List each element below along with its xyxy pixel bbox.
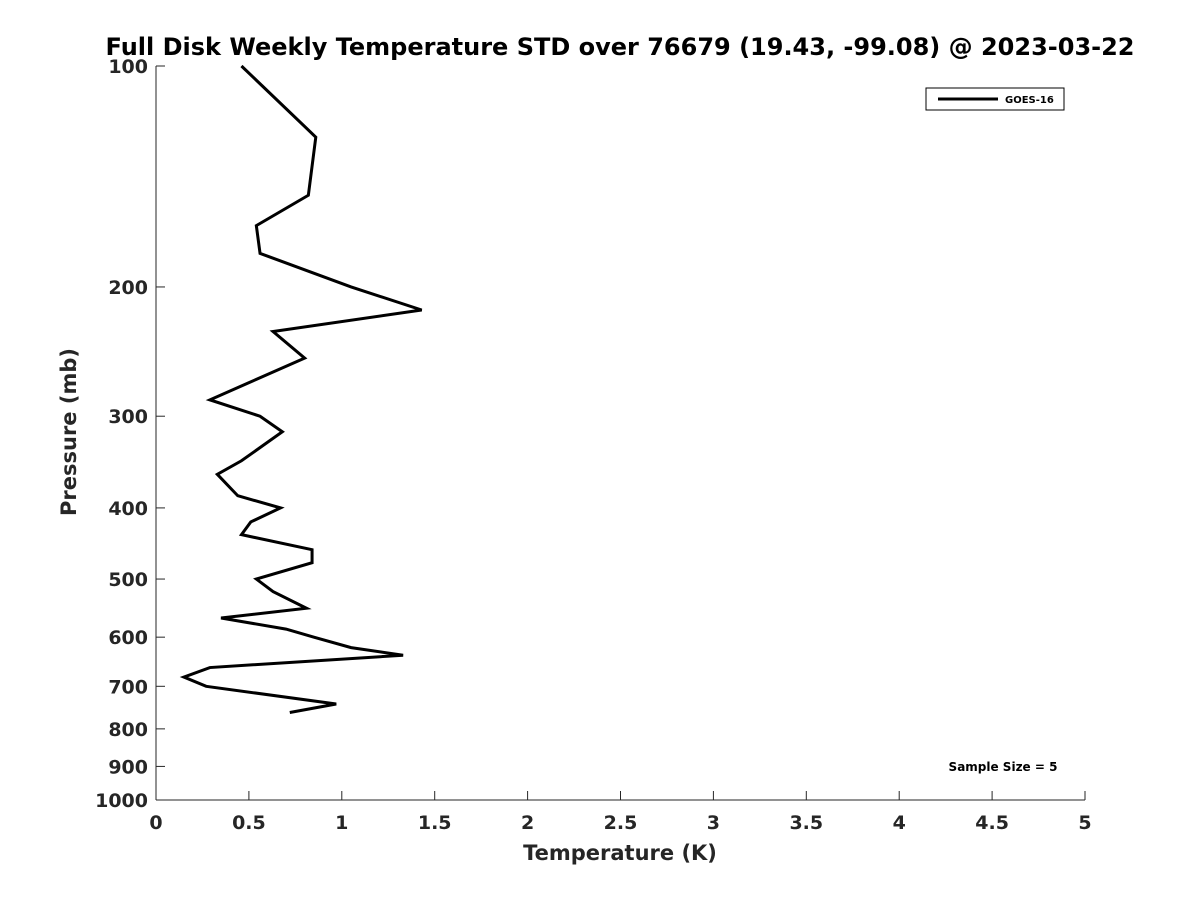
y-tick-label: 100 [108, 56, 148, 78]
y-tick-label: 600 [108, 627, 148, 649]
y-tick-label: 500 [108, 569, 148, 591]
legend: GOES-16 [925, 87, 1065, 111]
x-axis-label: Temperature (K) [523, 841, 717, 865]
y-tick-label: 700 [108, 676, 148, 698]
x-tick-label: 3.5 [789, 812, 823, 834]
y-tick-label: 1000 [95, 790, 148, 812]
chart-title: Full Disk Weekly Temperature STD over 76… [106, 33, 1135, 61]
x-tick-label: 4 [893, 812, 906, 834]
sample-size-annotation: Sample Size = 5 [949, 760, 1058, 774]
y-tick-label: 400 [108, 498, 148, 520]
y-tick-label: 800 [108, 719, 148, 741]
series-layer [179, 64, 423, 714]
y-tick-label: 300 [108, 406, 148, 428]
x-tick-label: 1 [335, 812, 348, 834]
x-tick-label: 1.5 [418, 812, 452, 834]
x-tick-label: 5 [1078, 812, 1091, 834]
x-tick-label: 0.5 [232, 812, 266, 834]
axes: 0 0.5 1 1.5 2 2.5 3 3.5 4 4.5 5 100 200 300 400 500 600 7… [95, 56, 1092, 834]
series-line-goes-16 [179, 64, 423, 714]
x-tick-label: 0 [149, 812, 162, 834]
y-tick-label: 200 [108, 277, 148, 299]
x-tick-label: 2.5 [604, 812, 638, 834]
x-tick-label: 2 [521, 812, 534, 834]
y-tick-label: 900 [108, 756, 148, 778]
x-tick-label: 4.5 [975, 812, 1009, 834]
y-axis-label: Pressure (mb) [57, 348, 81, 516]
legend-label: GOES-16 [1005, 95, 1054, 106]
x-tick-label: 3 [707, 812, 720, 834]
